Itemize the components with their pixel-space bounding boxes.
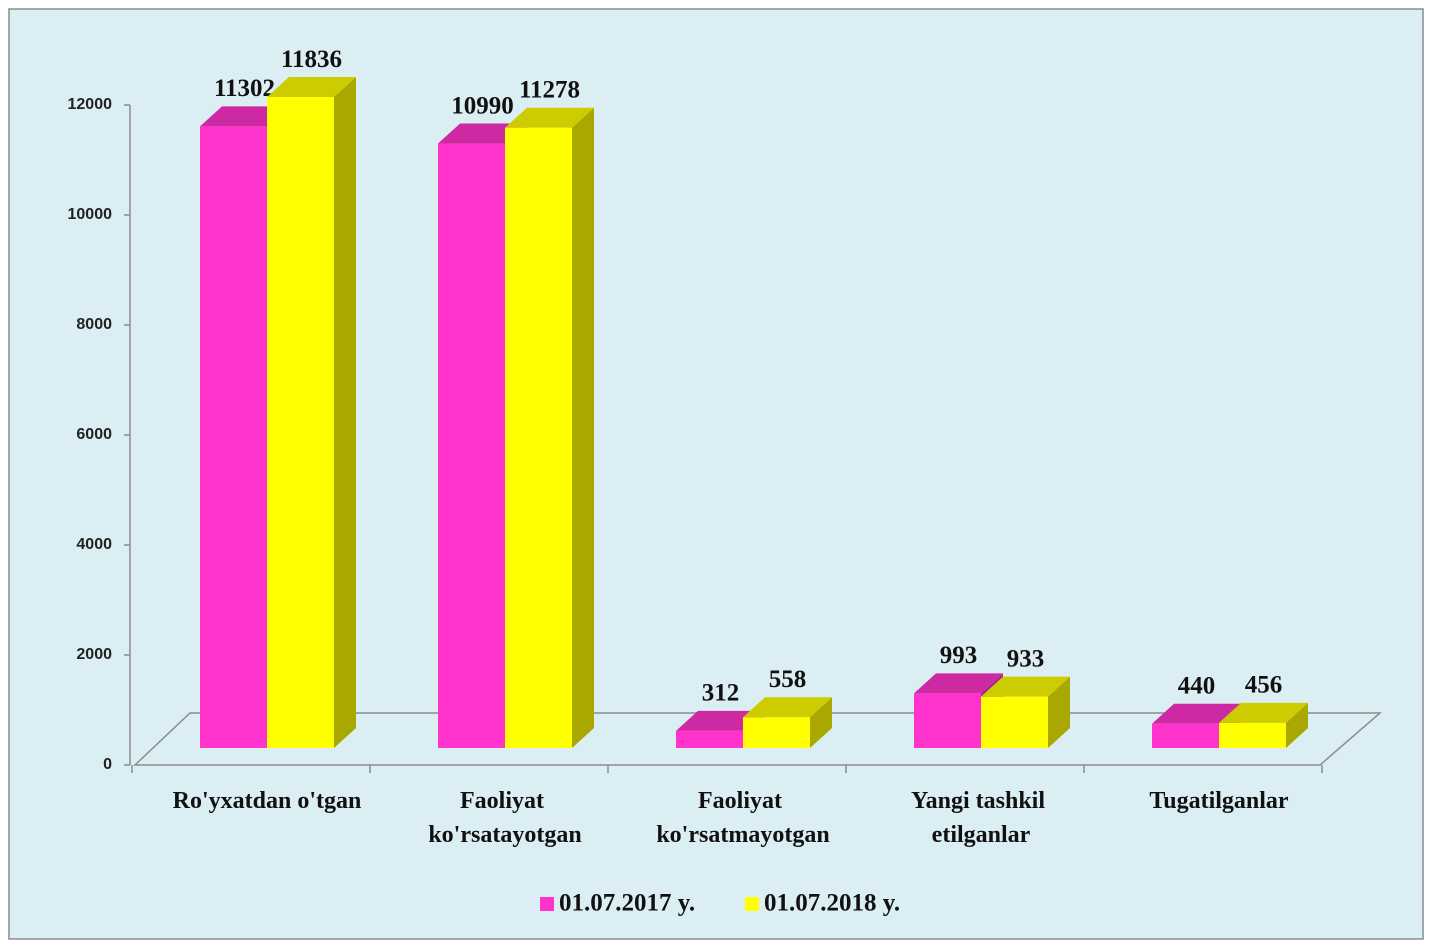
bar-top xyxy=(505,107,594,128)
value-label: 11836 xyxy=(281,46,342,73)
value-label: 993 xyxy=(940,642,978,669)
x-tick-label: Faoliyat ko'rsatmayotgan xyxy=(656,788,829,848)
bar-side xyxy=(810,697,832,748)
value-label: 933 xyxy=(1007,645,1045,672)
legend-swatch xyxy=(745,897,759,911)
bar xyxy=(1219,702,1308,748)
bar-top xyxy=(1219,702,1308,723)
y-tick-label: 2000 xyxy=(76,646,112,663)
value-label: 11278 xyxy=(519,76,580,103)
bar-top xyxy=(676,710,765,731)
y-tick-label: 8000 xyxy=(76,316,112,333)
bar-front xyxy=(505,127,572,748)
legend-label: 01.07.2017 y. xyxy=(559,890,695,917)
bar-side xyxy=(572,107,594,748)
bar-top xyxy=(1152,703,1241,724)
bar-top xyxy=(267,77,356,98)
bar-side xyxy=(1048,676,1070,748)
bar-front xyxy=(1152,723,1219,748)
value-label: 10990 xyxy=(451,92,514,119)
bar xyxy=(981,676,1070,748)
x-tick-label: Tugatilganlar xyxy=(1149,788,1288,814)
y-tick-label: 4000 xyxy=(76,536,112,553)
bar-front xyxy=(914,693,981,748)
bar-front xyxy=(438,143,505,749)
value-label: 558 xyxy=(769,666,807,693)
x-tick-label: Faoliyat ko'rsatayotgan xyxy=(428,788,581,848)
bar xyxy=(267,77,356,748)
y-tick-label: 12000 xyxy=(68,96,113,113)
bar xyxy=(743,697,832,748)
bar-front xyxy=(1219,722,1286,748)
value-label: 440 xyxy=(1178,673,1216,700)
y-tick-label: 0 xyxy=(103,756,112,773)
bar-top xyxy=(438,123,527,144)
bar xyxy=(505,107,594,748)
x-tick-label: Yangi tashkil etilganlar xyxy=(911,788,1051,848)
floor xyxy=(133,712,1383,766)
value-label: 11302 xyxy=(214,75,275,102)
bar-front xyxy=(200,126,267,748)
bar-front xyxy=(981,696,1048,748)
bar-top xyxy=(914,673,1003,694)
value-label: 456 xyxy=(1245,672,1283,699)
legend-label: 01.07.2018 y. xyxy=(764,890,900,917)
y-tick-label: 10000 xyxy=(68,206,113,223)
value-label: 312 xyxy=(702,680,740,707)
bar-side xyxy=(334,77,356,748)
bar-top xyxy=(743,697,832,718)
y-tick-label: 6000 xyxy=(76,426,112,443)
bar-top xyxy=(981,676,1070,697)
bar-front xyxy=(676,730,743,748)
x-tick-label: Ro'yxatdan o'tgan xyxy=(173,788,362,814)
bar-front xyxy=(267,97,334,748)
bar-front xyxy=(743,717,810,748)
legend-swatch xyxy=(540,897,554,911)
bar-side xyxy=(1286,702,1308,748)
bar-top xyxy=(200,106,289,127)
